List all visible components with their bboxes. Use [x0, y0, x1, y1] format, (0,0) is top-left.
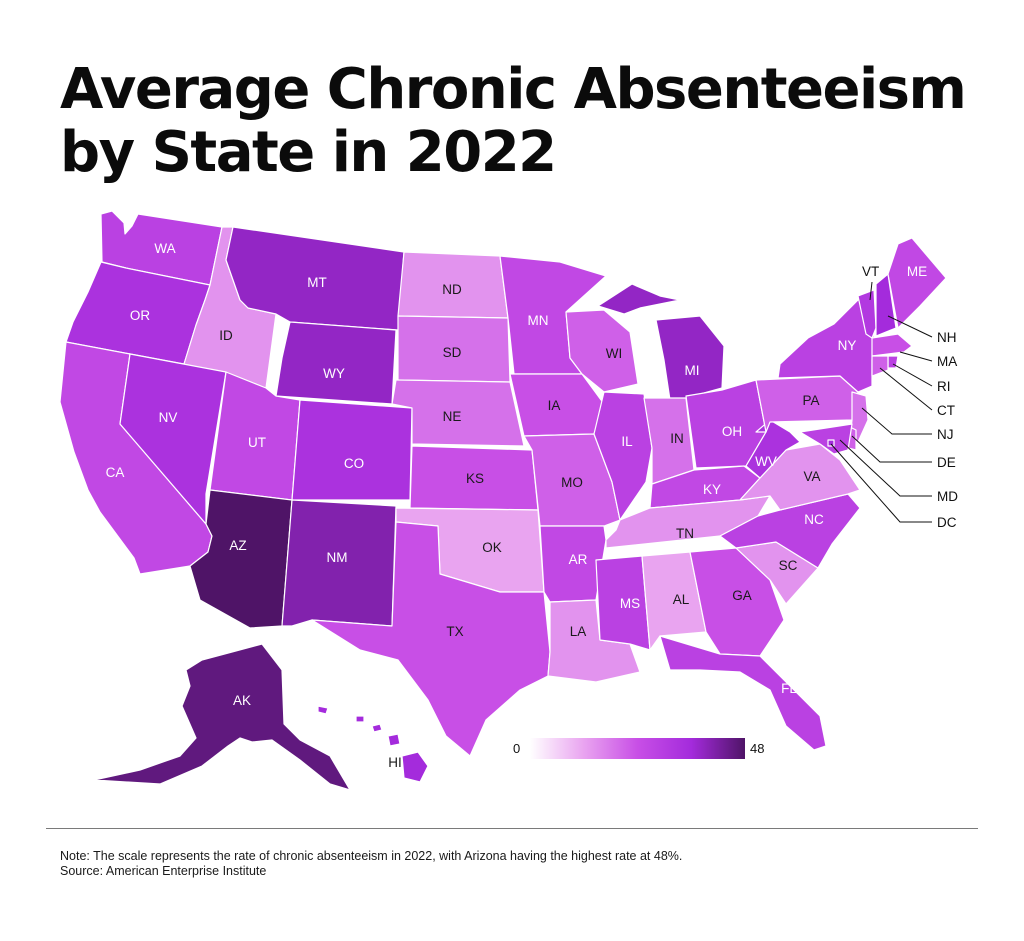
state-label-mi: MI — [685, 363, 700, 378]
state-label-mn: MN — [528, 313, 549, 328]
state-me — [887, 237, 947, 329]
state-al — [641, 551, 707, 651]
state-label-ny: NY — [838, 338, 857, 353]
state-wi — [565, 309, 639, 393]
leader-line-de — [851, 435, 932, 463]
state-label-ca: CA — [106, 465, 125, 480]
state-label-oh: OH — [722, 424, 742, 439]
title-line-1: Average Chronic Absenteeism — [60, 57, 967, 122]
leader-line-ma — [899, 351, 933, 362]
leader-line-dc — [830, 443, 932, 523]
state-label-tx: TX — [446, 624, 463, 639]
state-label-mt: MT — [307, 275, 327, 290]
footer-note: Note: The scale represents the rate of c… — [60, 849, 960, 879]
state-label-ct: CT — [937, 403, 955, 418]
state-label-nj: NJ — [937, 427, 954, 442]
state-label-nh: NH — [937, 330, 957, 345]
states-layer — [59, 210, 947, 791]
state-label-la: LA — [570, 624, 587, 639]
state-label-wv: WV — [755, 454, 777, 469]
leader-line-md — [839, 439, 932, 497]
state-label-md: MD — [937, 489, 958, 504]
color-legend: 0 48 — [513, 738, 764, 759]
leader-line-vt — [869, 281, 873, 301]
leader-line-ri — [892, 363, 933, 387]
state-label-co: CO — [344, 456, 364, 471]
state-md — [799, 423, 853, 455]
state-ne — [391, 379, 525, 447]
state-hi — [317, 705, 429, 783]
state-label-ia: IA — [548, 398, 561, 413]
state-label-me: ME — [907, 264, 927, 279]
state-label-il: IL — [621, 434, 633, 449]
state-co — [291, 399, 413, 501]
state-tx — [311, 521, 551, 757]
state-label-ky: KY — [703, 482, 721, 497]
callout-leaders — [830, 281, 933, 523]
state-label-tn: TN — [676, 526, 694, 541]
state-fl — [659, 635, 827, 751]
state-label-wi: WI — [606, 346, 623, 361]
state-wy — [275, 321, 397, 405]
state-label-va: VA — [803, 469, 820, 484]
state-label-ga: GA — [732, 588, 752, 603]
state-label-or: OR — [130, 308, 151, 323]
us-choropleth-map: WA OR CA ID NV MT WY UT AZ CO NM ND SD NE KS OK TX MN IA MO… — [59, 210, 959, 791]
state-label-nd: ND — [442, 282, 462, 297]
state-ma — [871, 333, 913, 357]
legend-color-bar — [530, 738, 745, 759]
state-tn — [605, 495, 771, 549]
state-label-fl: FL — [781, 681, 797, 696]
leader-line-ct — [879, 367, 933, 411]
source-text: Source: American Enterprise Institute — [60, 864, 267, 878]
state-label-sc: SC — [779, 558, 798, 573]
state-label-ak: AK — [233, 693, 251, 708]
state-label-in: IN — [670, 431, 684, 446]
state-label-vt: VT — [862, 264, 879, 279]
title-line-2: by State in 2022 — [60, 120, 557, 185]
footer-divider — [46, 828, 978, 829]
state-label-ok: OK — [482, 540, 502, 555]
state-label-nc: NC — [804, 512, 824, 527]
state-label-de: DE — [937, 455, 956, 470]
map-title: Average Chronic Absenteeism by State in … — [60, 58, 1000, 184]
state-label-al: AL — [673, 592, 690, 607]
leader-line-nj — [861, 407, 932, 435]
state-label-ri: RI — [937, 379, 951, 394]
state-labels: WA OR CA ID NV MT WY UT AZ CO NM ND SD NE KS OK TX MN IA MO… — [106, 241, 959, 770]
legend-max-label: 48 — [750, 741, 764, 756]
state-label-ar: AR — [569, 552, 588, 567]
state-label-dc: DC — [937, 515, 957, 530]
state-label-az: AZ — [229, 538, 246, 553]
leader-line-nh — [887, 315, 933, 338]
state-label-hi: HI — [388, 755, 402, 770]
state-label-ks: KS — [466, 471, 484, 486]
state-label-ne: NE — [443, 409, 462, 424]
note-text: Note: The scale represents the rate of c… — [60, 849, 683, 863]
state-label-nv: NV — [159, 410, 178, 425]
state-label-sd: SD — [443, 345, 462, 360]
state-label-pa: PA — [802, 393, 819, 408]
state-label-mo: MO — [561, 475, 583, 490]
state-ms — [595, 555, 651, 651]
state-label-nm: NM — [327, 550, 348, 565]
state-dc — [827, 439, 835, 447]
state-nv — [119, 353, 227, 525]
state-nc — [719, 493, 861, 569]
state-label-wy: WY — [323, 366, 345, 381]
state-la — [547, 599, 641, 683]
state-label-id: ID — [219, 328, 233, 343]
state-label-ut: UT — [248, 435, 266, 450]
state-label-ms: MS — [620, 596, 640, 611]
state-ak — [93, 643, 351, 791]
state-wv — [745, 419, 801, 479]
legend-min-label: 0 — [513, 741, 520, 756]
state-label-ma: MA — [937, 354, 957, 369]
state-nh — [875, 273, 897, 337]
state-label-wa: WA — [154, 241, 175, 256]
state-in — [643, 397, 695, 485]
